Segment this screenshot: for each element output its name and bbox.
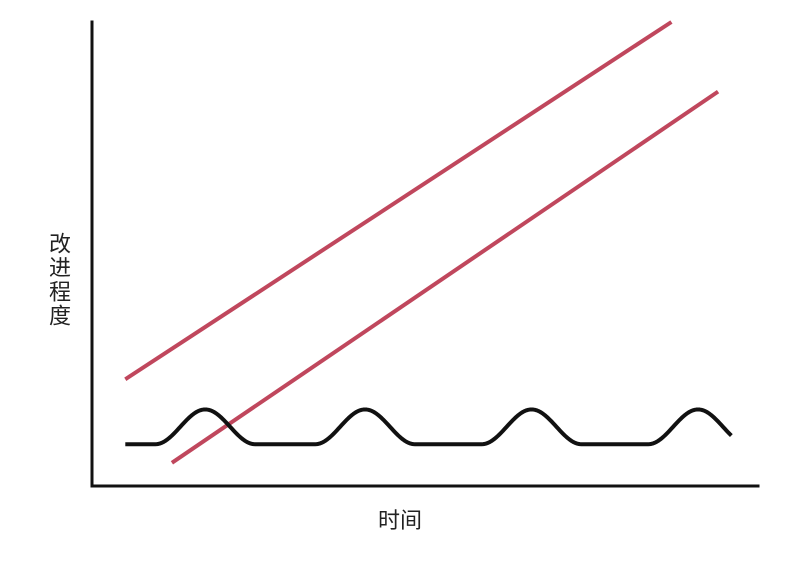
improvement-line-2 (170, 89, 720, 465)
improvement-line-1 (124, 20, 673, 381)
chart-marks (124, 20, 733, 465)
fluctuation-wave-line (124, 407, 733, 447)
x-axis-label: 时间 (377, 509, 422, 534)
y-axis-label: 改进程度 (45, 232, 70, 328)
